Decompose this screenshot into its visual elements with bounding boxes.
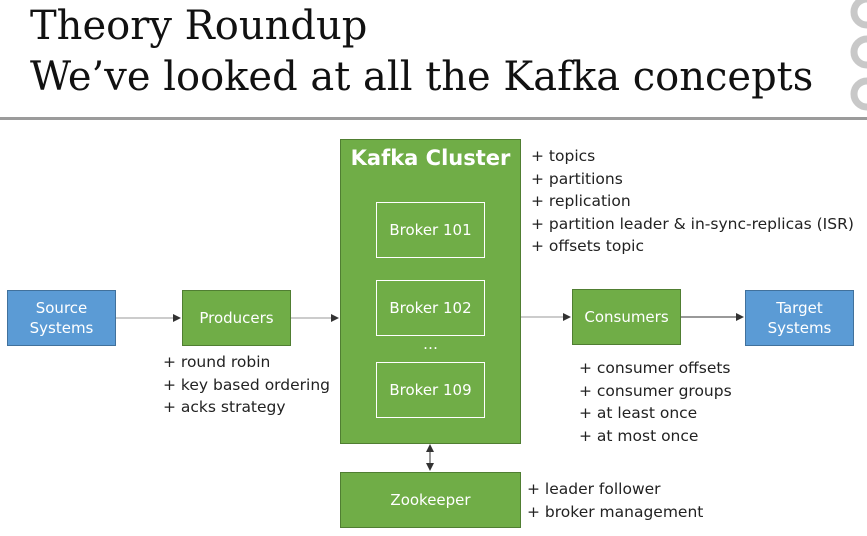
broker-ellipsis: … <box>423 335 438 353</box>
note-item: + partitions <box>531 169 623 188</box>
target-systems-box: Target Systems <box>745 290 854 346</box>
source-systems-box: Source Systems <box>7 290 116 346</box>
kafka-cluster-title: Kafka Cluster <box>350 146 511 170</box>
title-divider <box>0 117 867 120</box>
producer-notes: + round robin + key based ordering + ack… <box>163 351 330 419</box>
broker-box: Broker 109 <box>376 362 485 418</box>
note-item: + replication <box>531 192 631 210</box>
slide-subtitle: We’ve looked at all the Kafka concepts <box>30 54 814 100</box>
note-item: + partition leader & in-sync-replicas (I… <box>531 214 854 233</box>
note-item: + consumer groups <box>579 381 732 400</box>
note-item: + acks strategy <box>163 398 286 416</box>
note-item: + offsets topic <box>531 237 644 255</box>
zookeeper-notes: + leader follower + broker management <box>527 478 703 523</box>
note-item: + broker management <box>527 502 704 521</box>
zookeeper-box: Zookeeper <box>340 472 521 528</box>
note-item: + leader follower <box>527 480 661 498</box>
note-item: + at most once <box>579 426 699 445</box>
note-item: + topics <box>531 147 596 165</box>
note-item: + at least once <box>579 404 698 422</box>
kafka-cluster-box <box>340 139 521 444</box>
cluster-notes: + topics + partitions + replication + pa… <box>531 145 854 258</box>
consumers-box: Consumers <box>572 289 681 345</box>
decorative-rings-icon <box>837 0 867 116</box>
slide-title: Theory Roundup <box>30 3 368 49</box>
broker-box: Broker 102 <box>376 280 485 336</box>
broker-box: Broker 101 <box>376 202 485 258</box>
note-item: + round robin <box>163 353 271 371</box>
note-item: + consumer offsets <box>579 359 731 377</box>
consumer-notes: + consumer offsets + consumer groups + a… <box>579 357 732 447</box>
note-item: + key based ordering <box>163 375 330 394</box>
producers-box: Producers <box>182 290 291 346</box>
